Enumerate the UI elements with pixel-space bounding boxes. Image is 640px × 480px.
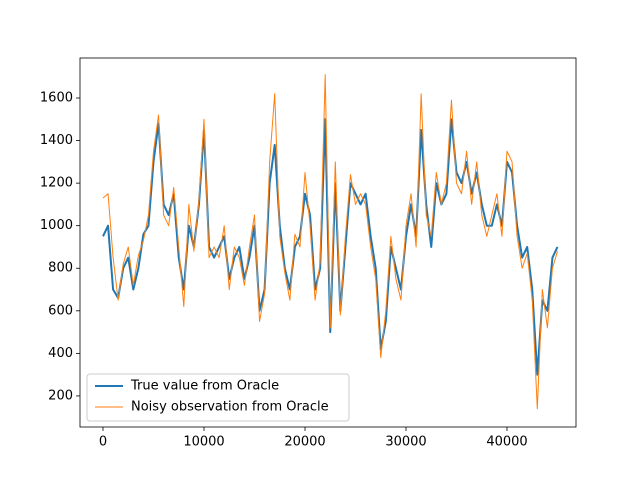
legend-box	[86, 373, 350, 422]
legend-label: True value from Oracle	[130, 379, 279, 394]
x-tick-label: 40000	[486, 435, 527, 450]
x-tick-label: 0	[99, 435, 107, 450]
legend-label: Noisy observation from Oracle	[131, 400, 329, 415]
y-tick-label: 1600	[40, 91, 73, 106]
y-tick-label: 1000	[40, 218, 73, 233]
series-line	[102, 74, 558, 410]
y-tick-label: 1200	[40, 176, 73, 191]
x-tick-label: 10000	[183, 435, 224, 450]
x-tick-label: 20000	[284, 435, 325, 450]
y-tick-label: 200	[48, 388, 73, 403]
y-tick-label: 600	[48, 303, 73, 318]
y-tick-label: 800	[48, 261, 73, 276]
x-tick-label: 30000	[385, 435, 426, 450]
y-tick-label: 1400	[40, 133, 73, 148]
y-tick-label: 400	[48, 346, 73, 361]
plot-frame	[79, 57, 577, 428]
series-line	[102, 118, 559, 376]
